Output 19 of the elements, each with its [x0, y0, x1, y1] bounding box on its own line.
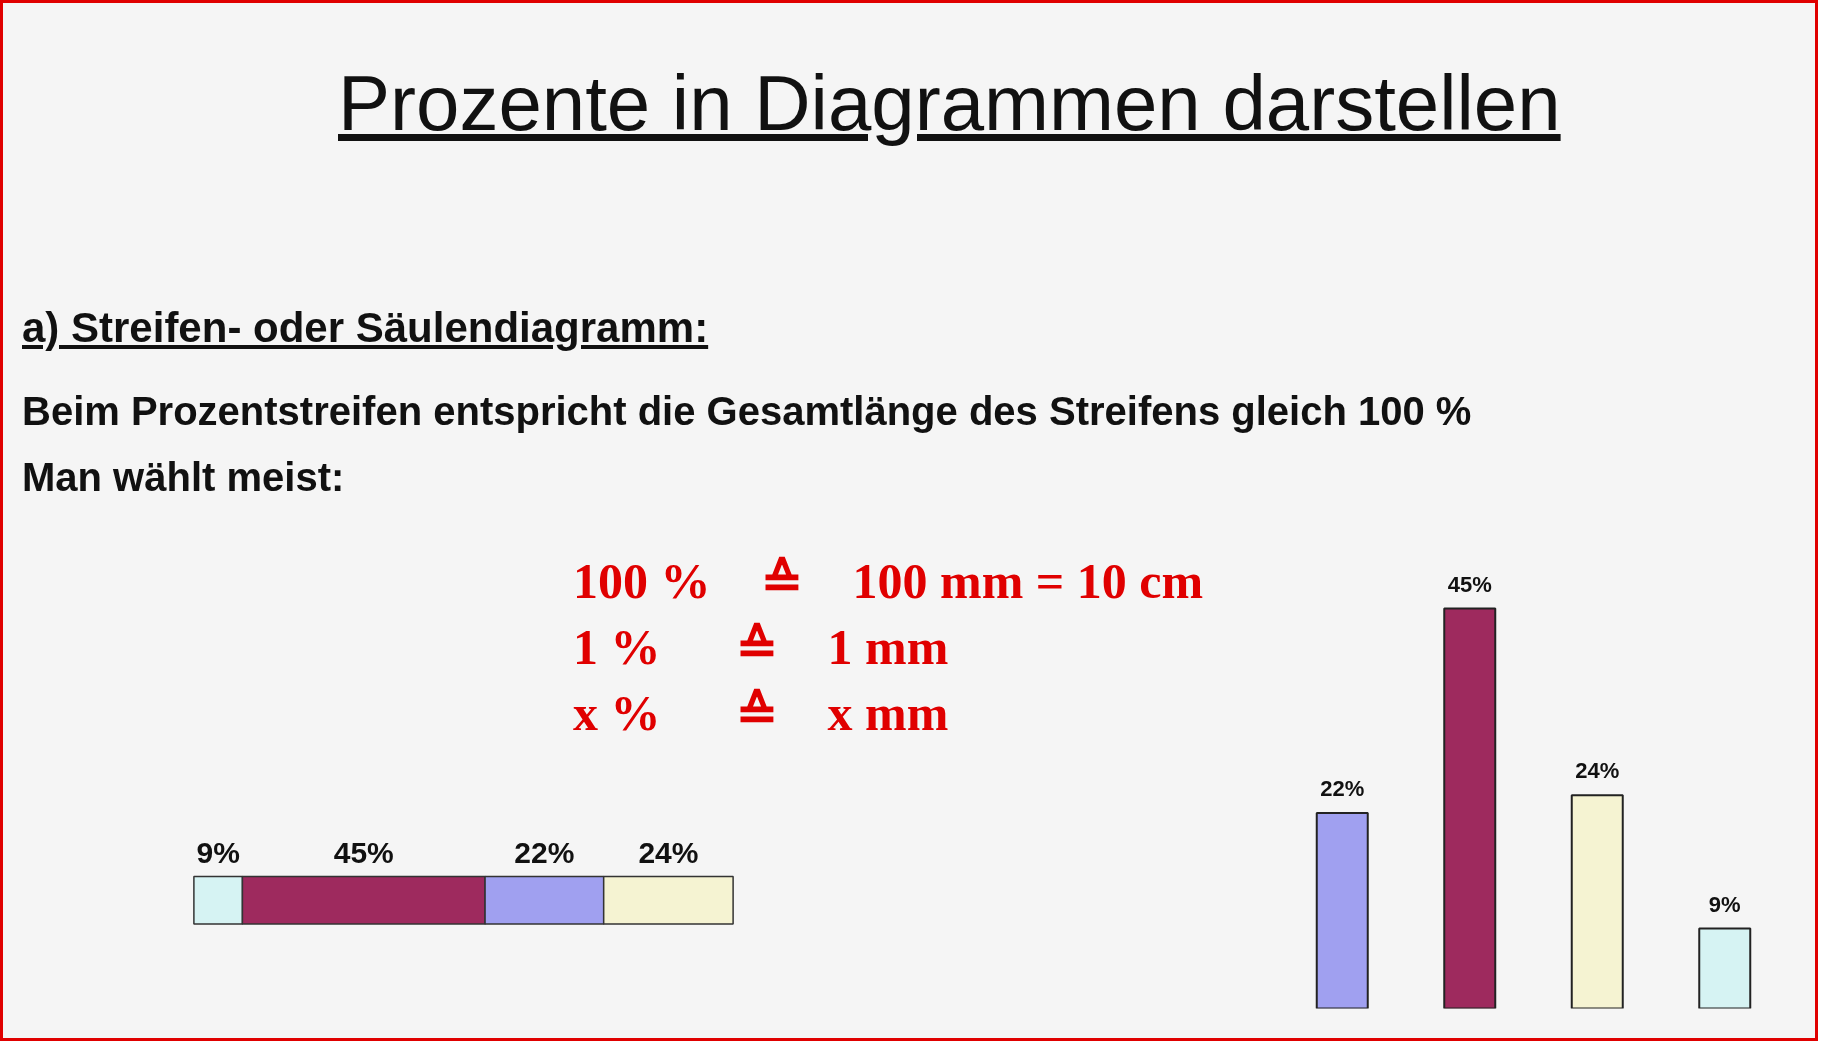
bar	[1698, 927, 1752, 1009]
bar	[1570, 794, 1624, 1009]
data-label: 24%	[1575, 758, 1620, 784]
bar	[1315, 811, 1369, 1009]
bar	[1443, 607, 1497, 1009]
data-label: 22%	[514, 835, 575, 869]
data-label: 24%	[638, 835, 699, 869]
data-label: 9%	[1708, 891, 1741, 917]
text: x % ≙ x mm	[573, 684, 950, 743]
data-label: 9%	[196, 835, 240, 869]
text: Beim Prozentstreifen entspricht die Gesamtlänge des Streifens gleich 100 %	[22, 388, 1472, 435]
data-label: 22%	[1320, 775, 1365, 801]
text: 1 % ≙ 1 mm	[573, 618, 950, 677]
text: Prozente in Diagrammen darstellen	[337, 58, 1561, 149]
data-label: 45%	[333, 835, 394, 869]
chart-subtitle: a) Streifen- oder Säulendiagramm:	[21, 303, 710, 353]
text: Man wählt meist:	[22, 454, 346, 501]
text: 100 % ≙ 100 mm = 10 cm	[573, 552, 1204, 611]
data-label: 45%	[1447, 571, 1492, 597]
